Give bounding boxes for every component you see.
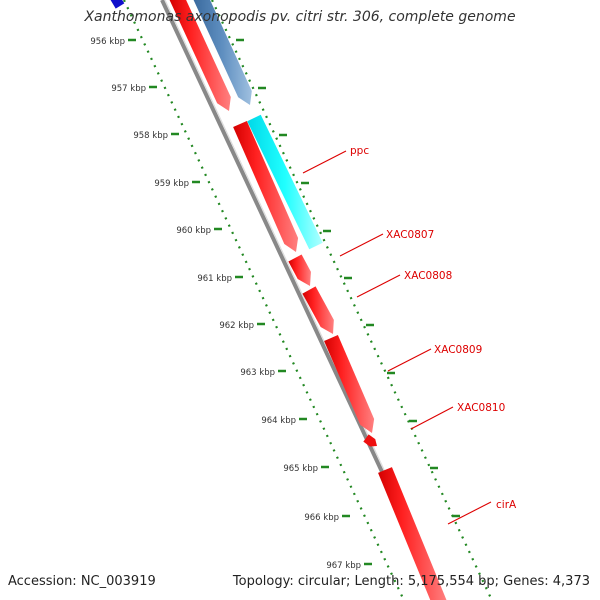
scale-tick-label: 959 kbp — [154, 179, 189, 189]
gene-label: ppc — [350, 145, 369, 157]
label-leader-line — [410, 406, 454, 430]
gene-label: XAC0807 — [386, 229, 434, 241]
gene-segment — [169, 0, 231, 111]
feature-track — [110, 0, 447, 600]
gene-segment — [233, 120, 299, 252]
scale-tick-label: 965 kbp — [283, 464, 318, 474]
gene-label: XAC0809 — [434, 344, 482, 356]
label-leader-line — [387, 348, 432, 372]
outer-dotted-line — [211, 0, 493, 600]
gene-label: XAC0810 — [457, 402, 505, 414]
scale-tick-label: 964 kbp — [261, 416, 296, 426]
label-leader-line — [447, 501, 492, 525]
scale-dotted-line — [123, 0, 405, 600]
scale-tick-label: 958 kbp — [133, 131, 168, 141]
scale-tick-label: 957 kbp — [111, 84, 146, 94]
label-leader-line — [302, 150, 347, 174]
scale-tick-label: 956 kbp — [90, 37, 125, 47]
gene-segment — [324, 335, 375, 433]
gene-segment — [302, 286, 334, 334]
gene-segment — [378, 467, 447, 600]
scale-tick-label: 961 kbp — [197, 274, 232, 284]
map-title: Xanthomonas axonopodis pv. citri str. 30… — [84, 9, 516, 25]
gene-segment — [363, 434, 377, 447]
accession-label: Accession: NC_003919 — [8, 574, 156, 589]
gene-segment — [288, 254, 311, 286]
label-leader-line — [339, 233, 384, 257]
gene-label: XAC0808 — [404, 270, 452, 282]
gene-labels: ppc XAC0807 XAC0808 XAC0809 XAC0810 cirA — [302, 145, 517, 525]
outer-dotted-track — [211, 0, 493, 600]
label-leader-line — [356, 274, 401, 298]
topology-label: Topology: circular; Length: 5,175,554 bp… — [232, 574, 590, 589]
scale-ticks: 956 kbp 957 kbp 958 kbp 959 kbp 960 kbp 961 k… — [90, 0, 405, 600]
gene-segment-blue — [193, 0, 252, 105]
scale-tick-label: 960 kbp — [176, 226, 211, 236]
gene-segment-dark-blue — [110, 0, 125, 9]
scale-tick-label: 962 kbp — [219, 321, 254, 331]
gene-segment-cyan — [247, 114, 323, 250]
scale-tick-label: 963 kbp — [240, 368, 275, 378]
gene-label: cirA — [496, 499, 517, 511]
scale-tick-label: 966 kbp — [304, 513, 339, 523]
scale-tick-label: 967 kbp — [326, 561, 361, 571]
